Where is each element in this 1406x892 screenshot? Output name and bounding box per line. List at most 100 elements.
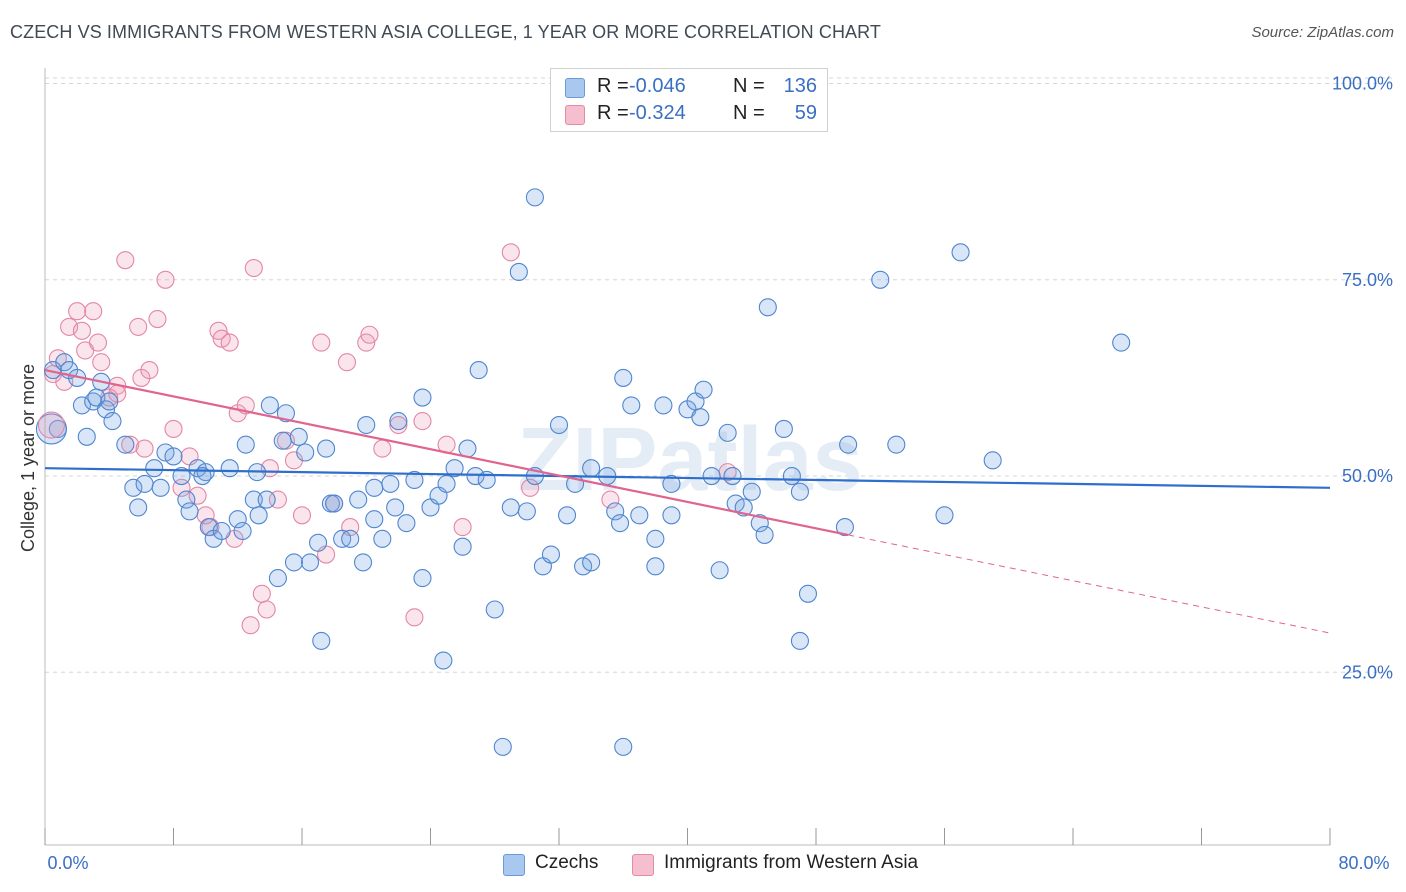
point-czech	[249, 506, 268, 525]
legend-n-value: 59	[794, 102, 817, 124]
point-western-asia	[129, 317, 148, 336]
point-czech	[493, 737, 512, 756]
point-czech	[268, 569, 287, 588]
tick-labels: 25.0% 50.0% 75.0% 100.0% 0.0% 80.0%	[47, 74, 1393, 873]
point-western-asia	[116, 251, 135, 270]
point-czech	[116, 435, 135, 454]
point-western-asia	[244, 258, 263, 278]
point-czech	[662, 506, 681, 525]
point-czech	[212, 521, 231, 541]
point-western-asia	[188, 486, 207, 505]
point-czech	[798, 584, 818, 603]
point-western-asia	[241, 616, 260, 635]
point-czech	[549, 415, 569, 435]
point-czech	[614, 368, 633, 387]
point-czech	[309, 533, 328, 552]
point-czech	[413, 388, 432, 407]
point-czech	[469, 361, 488, 380]
point-czech	[691, 408, 710, 427]
trend-line-western-asia-extension	[848, 534, 1331, 634]
legend: R = -0.046 N = 136 R = -0.324 N = 59	[550, 68, 828, 132]
point-western-asia	[156, 270, 175, 289]
point-czech	[72, 396, 91, 415]
point-czech	[349, 490, 368, 509]
point-western-asia	[164, 419, 183, 439]
y-tick-label: 50.0%	[1342, 466, 1393, 486]
point-western-asia	[453, 518, 472, 537]
x-tick-label: 80.0%	[1338, 853, 1389, 873]
legend-swatch-western-asia	[565, 105, 585, 125]
y-axis-title: College, 1 year or more	[18, 364, 38, 552]
point-czech	[614, 737, 633, 756]
point-czech	[129, 498, 148, 517]
point-czech	[236, 435, 255, 454]
point-czech	[951, 243, 970, 262]
point-czech	[233, 521, 252, 541]
point-western-asia	[72, 321, 91, 340]
point-czech	[774, 419, 793, 439]
point-czech	[177, 490, 196, 509]
point-czech	[582, 459, 601, 478]
point-western-asia	[220, 333, 239, 352]
point-czech	[702, 466, 721, 486]
point-czech	[646, 557, 665, 576]
point-western-asia	[337, 353, 357, 372]
point-western-asia	[148, 309, 167, 329]
point-czech	[501, 498, 520, 517]
point-czech	[630, 506, 649, 525]
point-western-asia	[121, 435, 140, 454]
point-czech	[790, 631, 809, 650]
point-czech	[100, 392, 119, 411]
point-western-asia	[360, 325, 379, 344]
point-czech	[365, 478, 384, 497]
point-czech	[312, 631, 331, 650]
y-tick-label: 75.0%	[1342, 270, 1393, 290]
point-czech	[273, 431, 292, 450]
point-czech	[151, 478, 170, 497]
y-tick-label: 100.0%	[1332, 74, 1393, 94]
legend-n-label: N =	[733, 102, 765, 124]
trend-line-western-asia	[44, 368, 849, 537]
point-czech	[220, 459, 239, 478]
point-czech	[466, 466, 485, 486]
point-czech	[257, 490, 276, 509]
bottom-legend-swatch-czechs	[503, 854, 525, 876]
point-czech	[381, 474, 400, 493]
point-czech	[300, 553, 320, 572]
point-czech	[397, 514, 416, 533]
chart-source: Source: ZipAtlas.com	[1251, 24, 1394, 41]
point-czech	[373, 529, 392, 548]
point-czech	[983, 451, 1002, 470]
point-czech	[260, 396, 279, 415]
point-czech	[172, 466, 191, 486]
trend-line-czechs	[44, 467, 1331, 489]
x-tick-label: 0.0%	[47, 853, 88, 873]
watermark: ZIPatlas	[517, 410, 862, 510]
point-czech	[289, 427, 308, 446]
point-czech	[228, 510, 247, 529]
point-czech	[694, 380, 713, 399]
point-czech	[164, 447, 183, 466]
legend-r-label: R =	[597, 102, 629, 124]
point-czech	[77, 427, 96, 446]
point-western-asia	[252, 584, 271, 603]
axes	[44, 68, 1331, 846]
point-czech	[839, 435, 858, 454]
point-czech	[325, 494, 344, 513]
point-czech	[437, 474, 456, 493]
legend-n-value: 136	[783, 75, 817, 97]
legend-swatch-czechs	[565, 78, 585, 98]
point-czech	[654, 396, 673, 415]
point-czech	[755, 525, 774, 544]
point-czech	[517, 502, 536, 521]
point-czech	[357, 415, 376, 435]
point-czech	[723, 466, 742, 486]
point-czech	[453, 537, 472, 556]
point-czech	[582, 553, 601, 572]
point-czech	[485, 600, 504, 619]
point-western-asia	[92, 353, 111, 372]
point-czech	[718, 423, 737, 442]
point-western-asia	[140, 361, 159, 380]
point-czech	[317, 439, 336, 458]
